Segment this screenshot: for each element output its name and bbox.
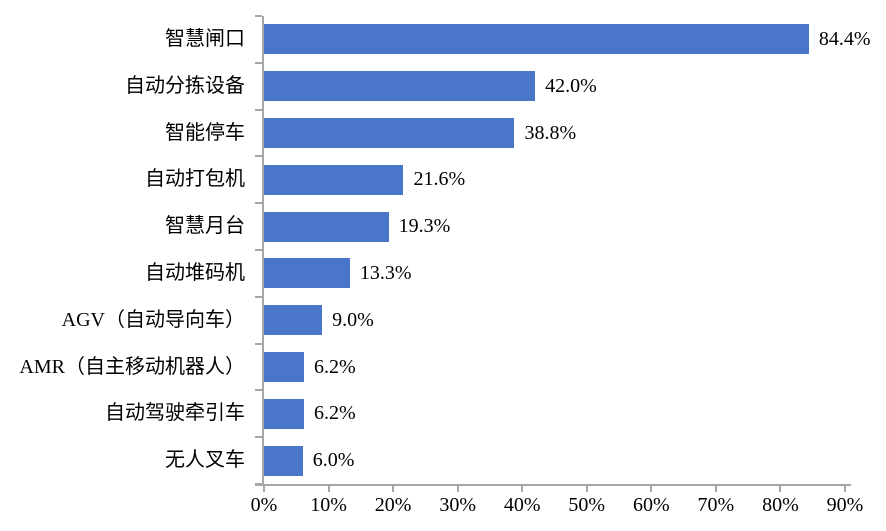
category-label: 自动打包机 [145, 168, 245, 191]
category-label: 智慧闸口 [165, 28, 245, 50]
bar [264, 445, 303, 476]
x-tick-label: 70% [697, 494, 735, 516]
category-label: 智能停车 [165, 121, 245, 144]
value-label: 9.0% [332, 308, 374, 331]
value-label: 84.4% [818, 28, 871, 50]
value-label: 21.6% [413, 168, 466, 191]
category-label: 无人叉车 [165, 449, 245, 472]
y-axis-tick [255, 249, 262, 251]
x-axis-tick [714, 484, 717, 492]
x-axis-tick [585, 484, 588, 492]
value-label: 42.0% [545, 74, 597, 97]
value-label: 6.0% [312, 449, 355, 472]
value-label: 19.3% [398, 215, 451, 238]
y-axis-tick [255, 436, 262, 439]
y-axis-tick [255, 155, 262, 158]
y-axis-tick [255, 61, 262, 64]
bar [264, 258, 350, 289]
y-axis-line [262, 16, 264, 484]
bar [264, 352, 305, 382]
x-axis-tick [779, 484, 782, 492]
x-axis-tick [392, 484, 395, 492]
bar [264, 398, 305, 429]
category-label: AGV（自动导向车） [61, 308, 245, 331]
category-label: 自动堆码机 [145, 262, 245, 284]
category-label: 自动分拣设备 [125, 74, 245, 97]
bar [264, 71, 536, 102]
x-axis-tick [263, 484, 265, 492]
value-label: 38.8% [524, 121, 577, 144]
x-axis-tick [456, 484, 459, 492]
x-axis-tick [327, 484, 330, 492]
y-axis-tick [255, 108, 262, 111]
category-label: 智慧月台 [165, 215, 245, 238]
x-tick-label: 20% [374, 494, 412, 516]
value-label: 13.3% [359, 262, 412, 284]
x-axis-tick [521, 484, 524, 492]
category-label: 自动驾驶牵引车 [105, 402, 245, 425]
y-axis-tick [255, 202, 262, 205]
x-tick-label: 10% [310, 494, 347, 516]
y-axis-tick [255, 15, 262, 17]
x-axis-tick [844, 484, 846, 492]
x-axis-tick [650, 484, 653, 492]
x-tick-label: 90% [826, 494, 864, 516]
x-tick-label: 60% [632, 494, 670, 516]
y-axis-tick [255, 342, 262, 345]
value-label: 6.2% [314, 355, 356, 378]
x-axis-line [255, 484, 851, 486]
x-tick-label: 30% [439, 494, 476, 516]
category-label: AMR（自主移动机器人） [19, 355, 245, 378]
y-axis-tick [255, 389, 262, 392]
bar [264, 211, 389, 242]
bar [264, 305, 323, 336]
y-axis-tick [255, 295, 262, 298]
bar [264, 164, 404, 195]
x-tick-label: 40% [503, 494, 541, 516]
bar [264, 118, 515, 148]
x-tick-label: 50% [568, 494, 606, 516]
value-label: 6.2% [314, 402, 356, 425]
x-tick-label: 80% [762, 494, 799, 516]
x-tick-label: 0% [250, 494, 278, 516]
bar [264, 24, 809, 55]
